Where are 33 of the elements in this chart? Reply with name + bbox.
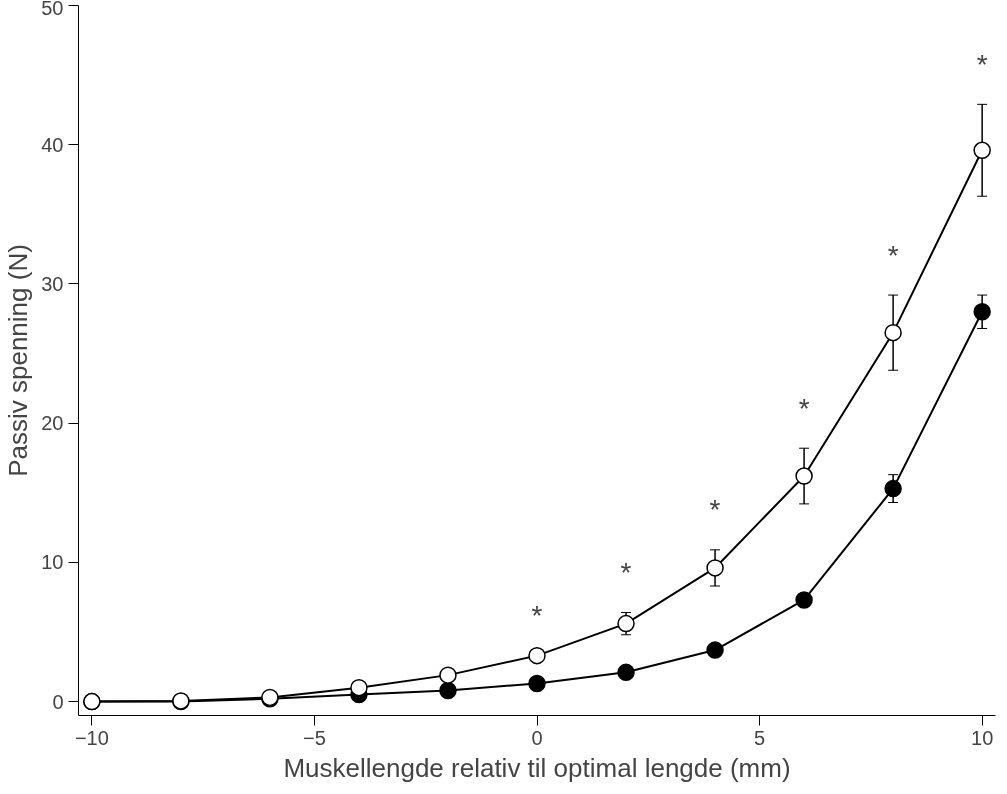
- point: [884, 323, 902, 342]
- point: [795, 467, 813, 485]
- y-tick-label: 20: [41, 412, 64, 435]
- point: [973, 141, 991, 160]
- y-tick-label: 30: [41, 272, 64, 295]
- x-tick-label: 10: [971, 726, 994, 749]
- x-tick-label: −10: [74, 726, 109, 749]
- x-tick-label: 0: [531, 726, 543, 749]
- point: [528, 674, 546, 693]
- y-tick-label: 40: [41, 133, 64, 156]
- y-tick-label: 10: [41, 551, 64, 574]
- y-axis-title: Passiv spenning (N): [3, 244, 34, 477]
- point: [706, 641, 724, 659]
- point: [439, 681, 457, 700]
- annotation: *: [887, 239, 899, 271]
- point: [706, 559, 724, 577]
- annotation: *: [798, 392, 810, 424]
- x-tick-label: −5: [303, 726, 326, 749]
- annotation: *: [620, 556, 632, 588]
- point: [795, 591, 813, 609]
- point: [884, 479, 902, 498]
- annotation: *: [976, 48, 988, 80]
- x-axis-title: Muskellengde relativ til optimal lengde (mm): [283, 752, 791, 783]
- point: [528, 646, 546, 665]
- y-tick-label: 0: [52, 690, 64, 713]
- point: [973, 303, 991, 321]
- point: [439, 666, 457, 684]
- point: [617, 663, 635, 682]
- point: [350, 678, 368, 697]
- y-tick-label: 50: [41, 0, 64, 19]
- x-tick-label: 5: [754, 726, 766, 749]
- annotation: *: [531, 600, 543, 632]
- annotation: *: [709, 494, 721, 526]
